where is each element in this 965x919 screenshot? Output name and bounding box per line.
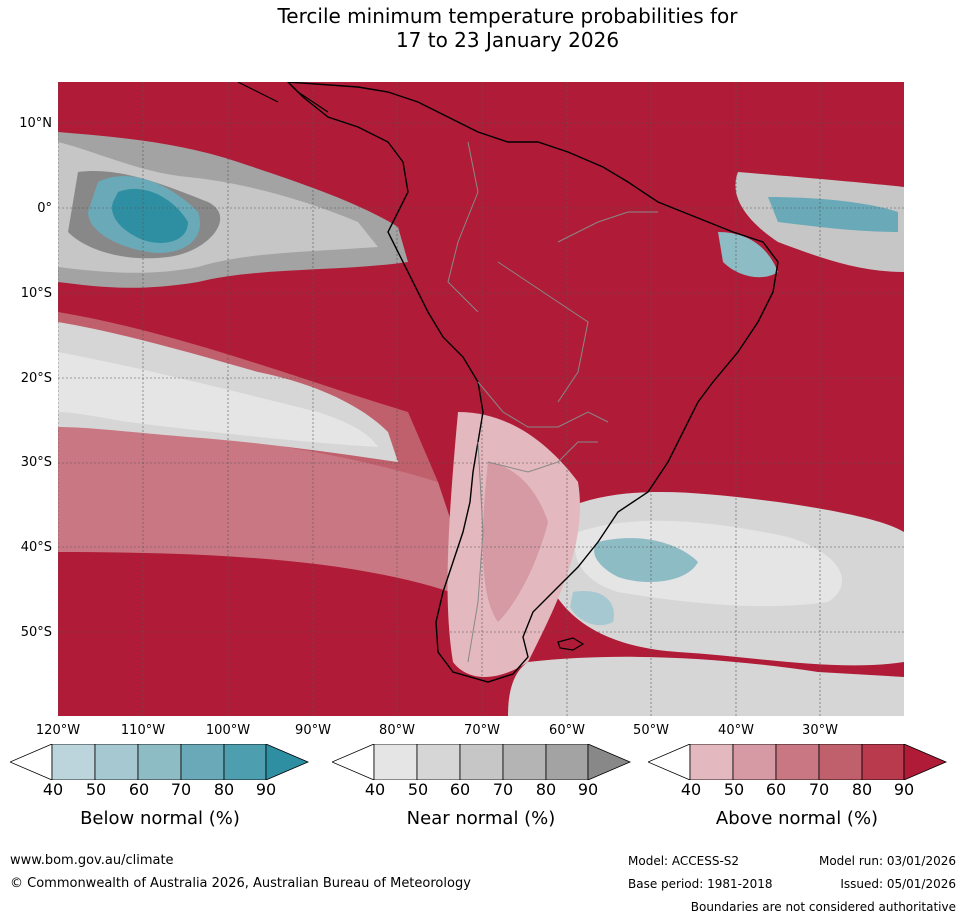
tick-label: 60 xyxy=(449,780,471,799)
colorbar-swatch-0 xyxy=(648,744,691,780)
tick-label: 80 xyxy=(535,780,557,799)
tick-label: 40 xyxy=(364,780,386,799)
colorbar-swatch-3 xyxy=(137,744,182,780)
model-run-text: Model run: 03/01/2026 xyxy=(818,854,956,868)
tick-label: 70 xyxy=(808,780,830,799)
colorbar-swatch-2 xyxy=(732,744,777,780)
colorbar-swatch-6 xyxy=(903,744,948,780)
tick-label: 70 xyxy=(492,780,514,799)
field-region xyxy=(508,656,904,716)
lat-label-50s: 50°S xyxy=(20,625,52,640)
lat-label-40s: 40°S xyxy=(20,540,52,555)
tick-label: 50 xyxy=(723,780,745,799)
field-region xyxy=(482,462,548,622)
lon-label-50w: 50°W xyxy=(633,723,669,738)
colorbar-swatch-6 xyxy=(265,744,310,780)
map-canvas xyxy=(58,82,904,716)
falkland-islands xyxy=(557,637,585,651)
colorbar-swatch-1 xyxy=(689,744,734,780)
colorbar-swatch-6 xyxy=(587,744,632,780)
lat-label-10n: 10°N xyxy=(19,116,52,131)
lat-label-10s: 10°S xyxy=(20,286,52,301)
tick-label: 60 xyxy=(765,780,787,799)
graticule xyxy=(58,82,904,716)
field-region xyxy=(594,538,698,582)
colorbar-swatch-2 xyxy=(416,744,461,780)
tick-label: 50 xyxy=(407,780,429,799)
colorbar-swatch-4 xyxy=(818,744,863,780)
lon-label-70w: 70°W xyxy=(464,723,500,738)
colorbar-swatch-1 xyxy=(51,744,96,780)
legend-title-below: Below normal (%) xyxy=(80,808,240,829)
colorbar-swatch-0 xyxy=(332,744,375,780)
issued-text: Issued: 05/01/2026 xyxy=(840,877,956,891)
copyright-text: © Commonwealth of Australia 2026, Austra… xyxy=(10,876,471,891)
colorbar-swatch-0 xyxy=(10,744,53,780)
probability-map xyxy=(58,82,904,716)
field-region xyxy=(570,591,614,626)
chart-title: Tercile minimum temperature probabilitie… xyxy=(0,4,965,52)
colorbar-swatch-4 xyxy=(502,744,547,780)
tick-label: 80 xyxy=(213,780,235,799)
tick-label: 90 xyxy=(255,780,277,799)
central-america-coastline xyxy=(237,82,329,113)
lon-label-60w: 60°W xyxy=(549,723,585,738)
colorbar-swatch-5 xyxy=(545,744,589,780)
lon-label-90w: 90°W xyxy=(295,723,331,738)
field-region xyxy=(718,232,778,278)
lat-label-20s: 20°S xyxy=(20,371,52,386)
lon-label-100w: 100°W xyxy=(205,723,251,738)
tick-label: 40 xyxy=(680,780,702,799)
tick-label: 90 xyxy=(893,780,915,799)
south-america-coastline xyxy=(287,82,779,683)
tick-label: 90 xyxy=(577,780,599,799)
field-region xyxy=(58,422,478,602)
model-text: Model: ACCESS-S2 xyxy=(628,854,740,868)
lat-label-30s: 30°S xyxy=(20,455,52,470)
colorbar-swatch-2 xyxy=(94,744,139,780)
field-region xyxy=(112,188,188,243)
colorbar-below-normal xyxy=(10,744,310,780)
tick-label: 80 xyxy=(851,780,873,799)
lat-label-0: 0° xyxy=(37,201,52,216)
field-region xyxy=(768,197,898,232)
tick-label: 60 xyxy=(128,780,150,799)
legend-title-above: Above normal (%) xyxy=(715,808,879,829)
website-link[interactable]: www.bom.gov.au/climate xyxy=(10,853,174,868)
lon-label-30w: 30°W xyxy=(802,723,838,738)
colorbar-above-normal xyxy=(648,744,948,780)
disclaimer-text: Boundaries are not considered authoritat… xyxy=(690,900,956,914)
colorbar-swatch-3 xyxy=(775,744,820,780)
base-period-text: Base period: 1981-2018 xyxy=(628,877,773,891)
lon-label-110w: 110°W xyxy=(120,723,166,738)
colorbar-swatch-5 xyxy=(861,744,905,780)
legend-title-near: Near normal (%) xyxy=(406,808,556,829)
colorbar-swatch-1 xyxy=(373,744,418,780)
title-line-2: 17 to 23 January 2026 xyxy=(395,28,620,52)
field-region xyxy=(58,352,378,447)
lon-label-120w: 120°W xyxy=(35,723,81,738)
colorbar-swatch-5 xyxy=(223,744,267,780)
colorbar-near-normal xyxy=(332,744,632,780)
tick-label: 40 xyxy=(42,780,64,799)
colorbar-swatch-3 xyxy=(459,744,504,780)
lon-label-40w: 40°W xyxy=(718,723,754,738)
country-borders xyxy=(447,141,658,663)
title-line-1: Tercile minimum temperature probabilitie… xyxy=(277,4,738,28)
tick-label: 70 xyxy=(170,780,192,799)
lon-label-80w: 80°W xyxy=(379,723,415,738)
colorbar-swatch-4 xyxy=(180,744,225,780)
tick-label: 50 xyxy=(85,780,107,799)
